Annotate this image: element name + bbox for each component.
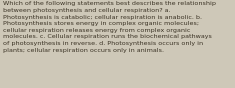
Text: Which of the following statements best describes the relationship
between photos: Which of the following statements best d… <box>3 1 216 53</box>
